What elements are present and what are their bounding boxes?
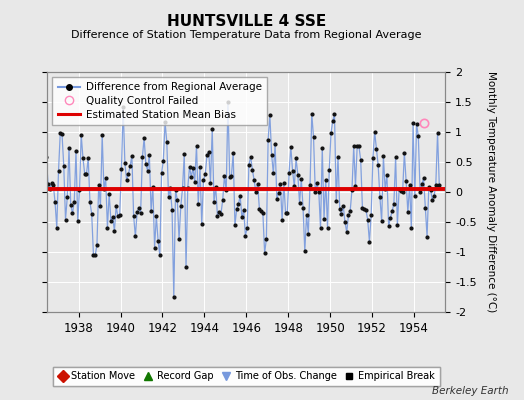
Y-axis label: Monthly Temperature Anomaly Difference (°C): Monthly Temperature Anomaly Difference (… — [486, 71, 496, 313]
Legend: Station Move, Record Gap, Time of Obs. Change, Empirical Break: Station Move, Record Gap, Time of Obs. C… — [53, 367, 440, 386]
Text: Difference of Station Temperature Data from Regional Average: Difference of Station Temperature Data f… — [71, 30, 421, 40]
Text: Berkeley Earth: Berkeley Earth — [432, 386, 508, 396]
Text: HUNTSVILLE 4 SSE: HUNTSVILLE 4 SSE — [167, 14, 326, 29]
